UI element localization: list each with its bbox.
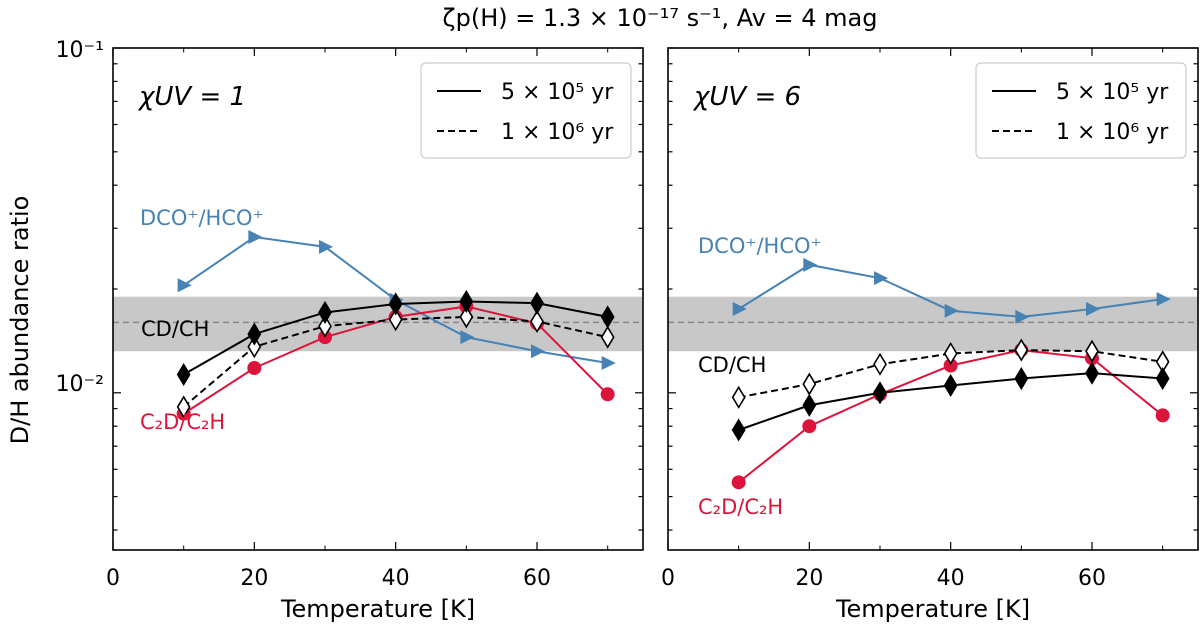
data-point-c-d-c-h-10 [731, 475, 746, 490]
series-annotation-cd: CD/CH [698, 353, 766, 377]
y-axis-label: D/H abundance ratio [6, 196, 34, 445]
plot-area [668, 257, 1198, 490]
x-tick-label: 0 [661, 566, 675, 591]
data-point-cd-ch-1-10-yr-30 [873, 352, 887, 376]
series-annotation-c2d: C₂D/C₂H [140, 410, 225, 434]
data-point-dco-hco--20 [803, 257, 818, 272]
data-point-dco-hco--20 [248, 230, 263, 245]
series-annotation-dco: DCO⁺/HCO⁺ [140, 206, 264, 230]
data-point-cd-ch-1-10-yr-50 [459, 305, 474, 329]
data-point-cd-ch-1-10-yr-60 [530, 309, 544, 334]
data-point-c-d-c-h-20 [802, 419, 817, 434]
panel-label: χUV = 6 [692, 82, 801, 112]
data-point-c-d-c-h-70 [1155, 408, 1170, 423]
data-point-dco-hco--70 [601, 356, 616, 371]
data-point-dco-hco--50 [1015, 309, 1030, 324]
x-tick-label: 20 [240, 566, 268, 591]
figure-title: ζp(H) = 1.3 × 10⁻¹⁷ s⁻¹, Av = 4 mag [443, 4, 878, 32]
legend-label: 5 × 10⁵ yr [1056, 80, 1169, 105]
series-annotation-dco: DCO⁺/HCO⁺ [698, 234, 822, 258]
data-point-cd-ch-5-10-yr-30 [318, 300, 332, 325]
axes-frame [667, 47, 1199, 551]
panel-left: 0 20 40 60 Temperature [K] χUV = 1 5 × 10⁵ yr 1… [106, 47, 644, 623]
data-point-dco-hco--30 [874, 271, 888, 286]
data-point-dco-hco--30 [319, 239, 333, 254]
data-point-cd-ch-5-10-yr-20 [802, 393, 817, 417]
plot-area [113, 230, 643, 421]
data-point-dco-hco--50 [460, 330, 475, 345]
data-point-dco-hco--10 [177, 278, 192, 293]
data-point-c-d-c-h-40 [943, 358, 958, 373]
data-point-dco-hco--60 [531, 344, 545, 359]
legend-label: 1 × 10⁶ yr [501, 120, 614, 145]
x-tick-label: 60 [523, 566, 551, 591]
y-tick-label-1e-1: 10⁻¹ [56, 38, 104, 63]
data-point-cd-ch-1-10-yr-40 [388, 308, 403, 332]
data-point-cd-ch-5-10-yr-60 [1085, 361, 1099, 385]
data-point-cd-ch-5-10-yr-40 [388, 292, 403, 316]
data-point-cd-ch-5-10-yr-60 [530, 291, 544, 315]
x-tick-label: 60 [1078, 566, 1106, 591]
data-point-cd-ch-5-10-yr-40 [943, 373, 958, 398]
series-annotation-cd: CD/CH [141, 317, 209, 341]
x-tick-label: 40 [382, 566, 410, 591]
data-point-cd-ch-5-10-yr-70 [600, 305, 615, 329]
data-point-cd-ch-1-10-yr-60 [1085, 339, 1099, 363]
x-tick-label: 40 [937, 566, 965, 591]
x-tick-label: 0 [106, 566, 120, 591]
data-point-cd-ch-1-10-yr-50 [1014, 338, 1029, 362]
panel-right: 0 20 40 60 Temperature [K] χUV = 6 5 × 10⁵ yr 1… [661, 47, 1199, 623]
legend-label: 1 × 10⁶ yr [1056, 120, 1169, 145]
data-point-cd-ch-5-10-yr-50 [459, 289, 474, 314]
data-point-dco-hco--40 [944, 303, 959, 318]
legend-box [975, 62, 1187, 159]
data-point-cd-ch-1-10-yr-70 [600, 325, 615, 349]
data-point-dco-hco--10 [732, 301, 747, 316]
x-axis-label: Temperature [K] [280, 595, 475, 623]
data-point-c-d-c-h-70 [600, 387, 615, 402]
y-tick-label-1e-2: 10⁻² [56, 372, 104, 397]
data-point-cd-ch-5-10-yr-50 [1014, 366, 1029, 391]
data-point-cd-ch-5-10-yr-30 [873, 381, 887, 405]
data-point-cd-ch-1-10-yr-10 [176, 395, 191, 419]
data-point-cd-ch-1-10-yr-40 [943, 341, 958, 366]
data-point-cd-ch-5-10-yr-10 [176, 362, 191, 387]
x-axis-label: Temperature [K] [835, 595, 1030, 623]
panel-label: χUV = 1 [137, 82, 246, 112]
x-tick-label: 20 [795, 566, 823, 591]
data-point-cd-ch-1-10-yr-10 [731, 385, 746, 409]
data-point-cd-ch-1-10-yr-20 [802, 372, 817, 396]
series-annotation-c2d: C₂D/C₂H [698, 495, 783, 519]
data-point-cd-ch-5-10-yr-10 [731, 418, 746, 442]
data-point-cd-ch-1-10-yr-20 [247, 335, 262, 359]
data-point-dco-hco--70 [1156, 292, 1171, 307]
data-point-c-d-c-h-20 [247, 361, 262, 376]
axes-frame [112, 47, 644, 551]
data-point-dco-hco--60 [1086, 301, 1100, 316]
data-point-cd-ch-5-10-yr-70 [1155, 366, 1170, 391]
data-point-cd-ch-1-10-yr-30 [318, 314, 332, 338]
legend-box [420, 62, 632, 159]
data-point-cd-ch-5-10-yr-20 [247, 322, 262, 346]
legend-label: 5 × 10⁵ yr [501, 80, 614, 105]
